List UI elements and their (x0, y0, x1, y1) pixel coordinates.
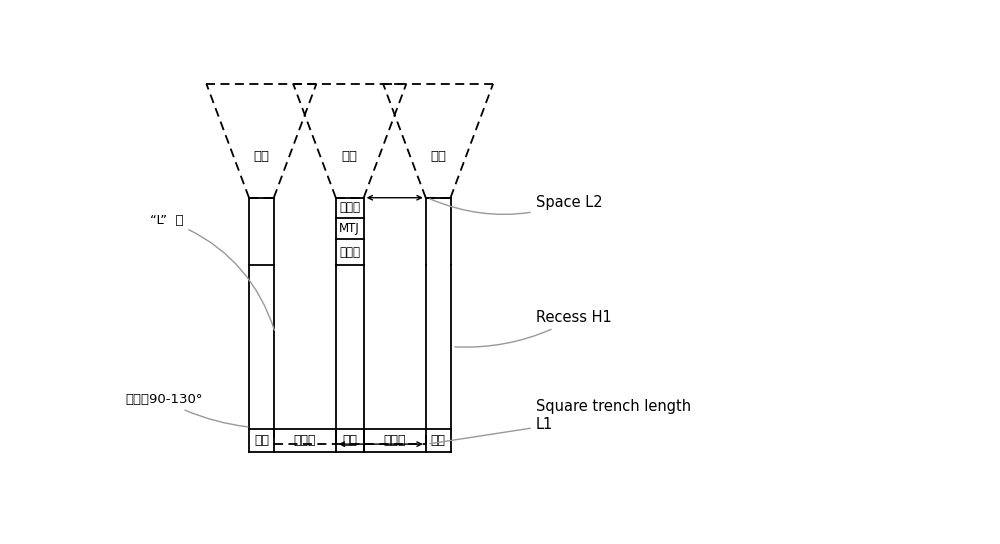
Text: 金属: 金属 (431, 434, 446, 447)
Text: Space L2: Space L2 (430, 195, 602, 214)
Text: 角度在90-130°: 角度在90-130° (125, 393, 248, 427)
Text: 金属层: 金属层 (339, 201, 360, 214)
Text: 掩膜: 掩膜 (342, 150, 358, 163)
Text: Square trench length
L1: Square trench length L1 (430, 399, 691, 444)
Text: “L”  型: “L” 型 (150, 214, 275, 330)
Text: 氧化硅: 氧化硅 (383, 434, 406, 447)
Text: 氧化硅: 氧化硅 (294, 434, 316, 447)
Text: Recess H1: Recess H1 (455, 311, 612, 347)
Text: MTJ: MTJ (339, 222, 360, 235)
Text: 金属: 金属 (254, 434, 269, 447)
Text: 金属层: 金属层 (339, 245, 360, 258)
Text: 金属: 金属 (342, 434, 357, 447)
Text: 掩膜: 掩膜 (253, 150, 269, 163)
Text: 掩膜: 掩膜 (430, 150, 446, 163)
